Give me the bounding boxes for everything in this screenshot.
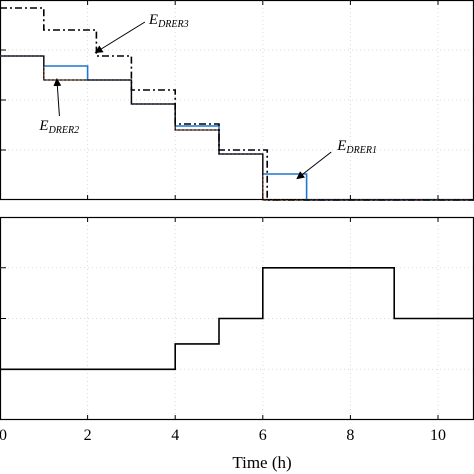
x-tick-label: 2 xyxy=(84,427,92,444)
series-line-series-4 xyxy=(0,55,474,201)
series-line-series-1 xyxy=(0,266,474,371)
annotation-label-drer3: EDRER3 xyxy=(148,12,189,30)
x-tick-label: 4 xyxy=(171,427,179,444)
bottom-panel: 0 2 4 6 8 10 xyxy=(0,216,474,444)
annotation-label-drer2: EDRER2 xyxy=(38,118,79,136)
x-axis-label: Time (h) xyxy=(232,453,291,472)
annotation-arrow-drer3 xyxy=(94,21,146,54)
annotation-label-sub: DRER2 xyxy=(48,125,80,136)
annotation-label-main: E xyxy=(38,118,48,134)
x-tick-label: 10 xyxy=(430,427,446,444)
annotation-arrow-drer2 xyxy=(53,78,62,117)
annotation-label-main: E xyxy=(336,138,346,154)
series-line-e-drer3 xyxy=(0,7,474,201)
x-tick-label: 0 xyxy=(0,427,7,444)
annotation-label-main: E xyxy=(148,12,158,28)
annotation-label-sub: DRER1 xyxy=(345,145,377,156)
x-tick-label: 8 xyxy=(346,427,354,444)
plot-frame xyxy=(0,0,474,201)
annotation-label-drer1: EDRER1 xyxy=(336,138,377,156)
x-tick-label: 6 xyxy=(259,427,267,444)
annotation-label-sub: DRER3 xyxy=(157,19,189,30)
annotation-arrow-drer1 xyxy=(296,151,332,180)
